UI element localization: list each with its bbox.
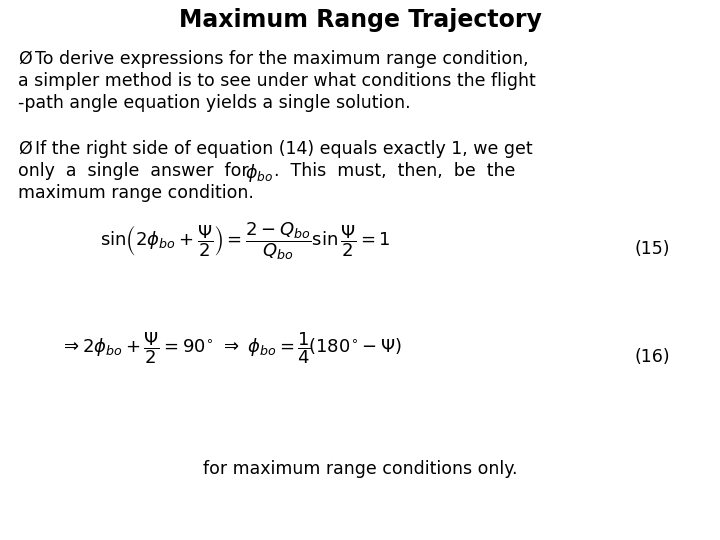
Text: (15): (15) <box>634 240 670 258</box>
Text: -path angle equation yields a single solution.: -path angle equation yields a single sol… <box>18 94 410 112</box>
Text: $\phi_{bo}$: $\phi_{bo}$ <box>245 162 273 184</box>
Text: Ø: Ø <box>18 140 32 158</box>
Text: .  This  must,  then,  be  the: . This must, then, be the <box>274 162 516 180</box>
Text: for maximum range conditions only.: for maximum range conditions only. <box>203 460 517 478</box>
Text: If the right side of equation (14) equals exactly 1, we get: If the right side of equation (14) equal… <box>35 140 533 158</box>
Text: $\sin\!\left(2\phi_{bo}+\dfrac{\Psi}{2}\right)=\dfrac{2-Q_{bo}}{Q_{bo}}\sin\dfra: $\sin\!\left(2\phi_{bo}+\dfrac{\Psi}{2}\… <box>100 220 391 262</box>
Text: (16): (16) <box>634 348 670 366</box>
Text: To derive expressions for the maximum range condition,: To derive expressions for the maximum ra… <box>35 50 528 68</box>
Text: $\Rightarrow 2\phi_{bo}+\dfrac{\Psi}{2}=90^{\circ}\ \Rightarrow\ \phi_{bo}=\dfra: $\Rightarrow 2\phi_{bo}+\dfrac{\Psi}{2}=… <box>60 330 402 366</box>
Text: maximum range condition.: maximum range condition. <box>18 184 254 202</box>
Text: only  a  single  answer  for: only a single answer for <box>18 162 260 180</box>
Text: Maximum Range Trajectory: Maximum Range Trajectory <box>179 8 541 32</box>
Text: Ø: Ø <box>18 50 32 68</box>
Text: a simpler method is to see under what conditions the flight: a simpler method is to see under what co… <box>18 72 536 90</box>
